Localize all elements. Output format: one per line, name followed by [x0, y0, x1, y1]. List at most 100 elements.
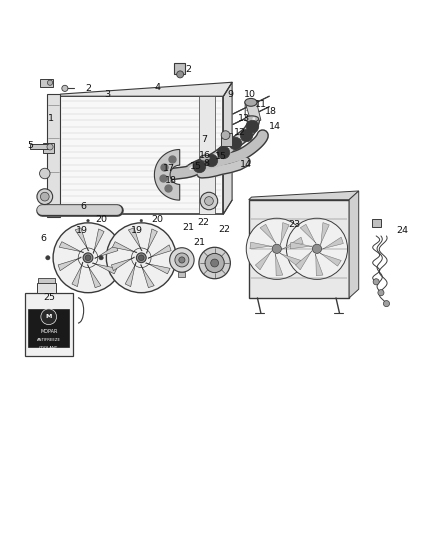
- Polygon shape: [249, 191, 359, 200]
- Polygon shape: [145, 263, 170, 274]
- Text: 16: 16: [198, 151, 211, 160]
- Polygon shape: [75, 228, 89, 251]
- Circle shape: [205, 197, 213, 205]
- Circle shape: [62, 85, 68, 92]
- Text: 2: 2: [185, 64, 191, 74]
- Circle shape: [41, 309, 57, 325]
- Text: 23: 23: [288, 220, 300, 229]
- Bar: [37, 283, 56, 293]
- Bar: [60, 96, 223, 214]
- Bar: [28, 309, 69, 346]
- Circle shape: [39, 168, 50, 179]
- Polygon shape: [60, 82, 232, 96]
- Circle shape: [175, 253, 189, 267]
- Polygon shape: [300, 224, 316, 244]
- Text: 20: 20: [151, 215, 163, 224]
- Circle shape: [140, 220, 143, 222]
- Text: 9: 9: [227, 91, 233, 100]
- Circle shape: [53, 223, 123, 293]
- Circle shape: [221, 131, 230, 140]
- Circle shape: [378, 289, 384, 296]
- Bar: [178, 272, 185, 277]
- Polygon shape: [87, 265, 101, 288]
- Polygon shape: [125, 262, 136, 287]
- Circle shape: [246, 218, 307, 279]
- Circle shape: [85, 255, 91, 261]
- Bar: [249, 200, 349, 298]
- Text: 10: 10: [244, 91, 255, 100]
- Bar: [199, 96, 215, 214]
- Polygon shape: [322, 237, 343, 249]
- Text: 22: 22: [197, 218, 209, 227]
- Circle shape: [106, 223, 176, 293]
- Polygon shape: [290, 242, 312, 249]
- Text: 18: 18: [265, 107, 277, 116]
- Circle shape: [373, 279, 379, 285]
- Polygon shape: [95, 245, 118, 259]
- Text: 24: 24: [396, 226, 408, 235]
- Text: 8: 8: [203, 158, 209, 167]
- Bar: [221, 133, 232, 146]
- Polygon shape: [59, 241, 84, 253]
- Circle shape: [205, 253, 224, 272]
- Circle shape: [383, 301, 389, 306]
- Polygon shape: [58, 257, 81, 271]
- Text: 18: 18: [165, 176, 177, 185]
- Bar: [43, 143, 54, 153]
- Polygon shape: [280, 223, 289, 245]
- Text: 21: 21: [183, 223, 194, 232]
- Circle shape: [170, 248, 194, 272]
- Bar: [174, 63, 185, 75]
- Polygon shape: [148, 245, 171, 259]
- Polygon shape: [140, 265, 154, 288]
- Polygon shape: [92, 263, 117, 274]
- Polygon shape: [113, 241, 137, 253]
- Bar: [40, 79, 53, 87]
- Circle shape: [312, 244, 321, 253]
- Text: 11: 11: [255, 100, 267, 109]
- Text: COOLANT: COOLANT: [39, 346, 58, 350]
- Text: 6: 6: [40, 234, 46, 243]
- Circle shape: [286, 218, 347, 279]
- Circle shape: [138, 255, 144, 261]
- Polygon shape: [320, 253, 341, 266]
- Ellipse shape: [245, 99, 257, 106]
- Polygon shape: [146, 229, 157, 254]
- Circle shape: [47, 144, 53, 150]
- Circle shape: [177, 71, 184, 78]
- Ellipse shape: [200, 155, 210, 161]
- Polygon shape: [280, 253, 301, 266]
- Polygon shape: [111, 257, 134, 271]
- Polygon shape: [72, 262, 83, 287]
- Bar: [46, 94, 60, 217]
- Bar: [372, 220, 381, 227]
- Circle shape: [99, 256, 103, 260]
- Text: 20: 20: [95, 215, 107, 224]
- Text: 19: 19: [75, 226, 88, 235]
- Polygon shape: [128, 228, 142, 251]
- Ellipse shape: [245, 116, 259, 122]
- Text: 5: 5: [28, 141, 33, 150]
- Text: 14: 14: [240, 160, 252, 169]
- Circle shape: [87, 220, 89, 222]
- Text: 22: 22: [218, 225, 230, 234]
- Circle shape: [40, 192, 49, 201]
- Text: 17: 17: [163, 164, 175, 173]
- Text: 6: 6: [81, 202, 87, 211]
- Bar: [30, 144, 48, 149]
- Circle shape: [37, 189, 53, 205]
- Polygon shape: [315, 254, 323, 276]
- Circle shape: [179, 257, 185, 263]
- Text: 14: 14: [269, 122, 281, 131]
- Text: 1: 1: [48, 114, 54, 123]
- Polygon shape: [296, 251, 312, 270]
- Polygon shape: [250, 242, 272, 249]
- Text: 25: 25: [44, 293, 56, 302]
- Polygon shape: [255, 251, 272, 270]
- Bar: [25, 293, 73, 356]
- Text: 21: 21: [193, 238, 205, 247]
- Circle shape: [199, 247, 230, 279]
- Circle shape: [83, 253, 93, 263]
- Text: 2: 2: [85, 84, 91, 93]
- Polygon shape: [349, 191, 359, 298]
